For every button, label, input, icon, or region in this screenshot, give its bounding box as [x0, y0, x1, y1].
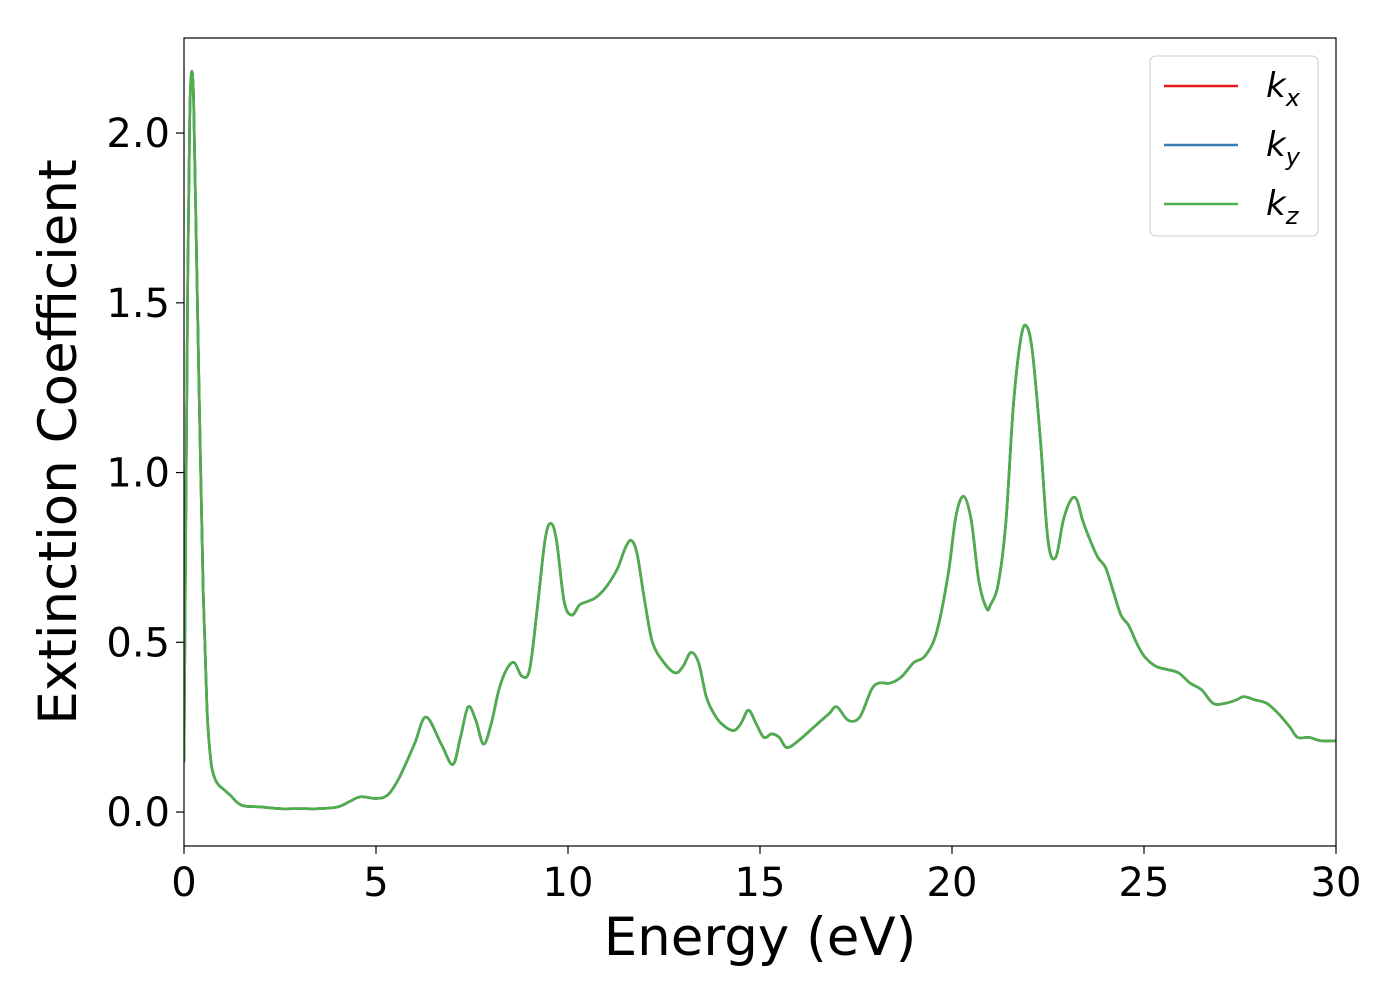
x-tick-label: 15 — [735, 860, 786, 906]
series-layer — [184, 70, 1336, 811]
series-line-kz — [184, 70, 1336, 811]
legend-label-ky: ky — [1266, 125, 1301, 171]
y-axis-label: Extinction Coefficient — [28, 159, 89, 725]
x-tick-label: 25 — [1119, 860, 1170, 906]
legend-label-kx: kx — [1266, 66, 1301, 112]
x-tick-label: 0 — [171, 860, 196, 906]
y-tick-label: 1.5 — [106, 281, 170, 327]
x-tick-label: 10 — [543, 860, 594, 906]
x-axis-label: Energy (eV) — [604, 907, 917, 968]
x-axis-ticks: 0 5 10 15 20 25 30 — [171, 846, 1361, 906]
x-tick-label: 30 — [1311, 860, 1362, 906]
x-tick-label: 20 — [927, 860, 978, 906]
y-tick-label: 1.0 — [106, 451, 170, 497]
y-tick-label: 0.0 — [106, 790, 170, 836]
legend: kx ky kz — [1149, 55, 1319, 237]
y-tick-label: 0.5 — [106, 620, 170, 666]
y-axis-ticks: 0.0 0.5 1.0 1.5 2.0 — [106, 111, 184, 836]
y-tick-label: 2.0 — [106, 111, 170, 157]
x-tick-label: 5 — [363, 860, 388, 906]
legend-label-kz: kz — [1266, 184, 1300, 230]
